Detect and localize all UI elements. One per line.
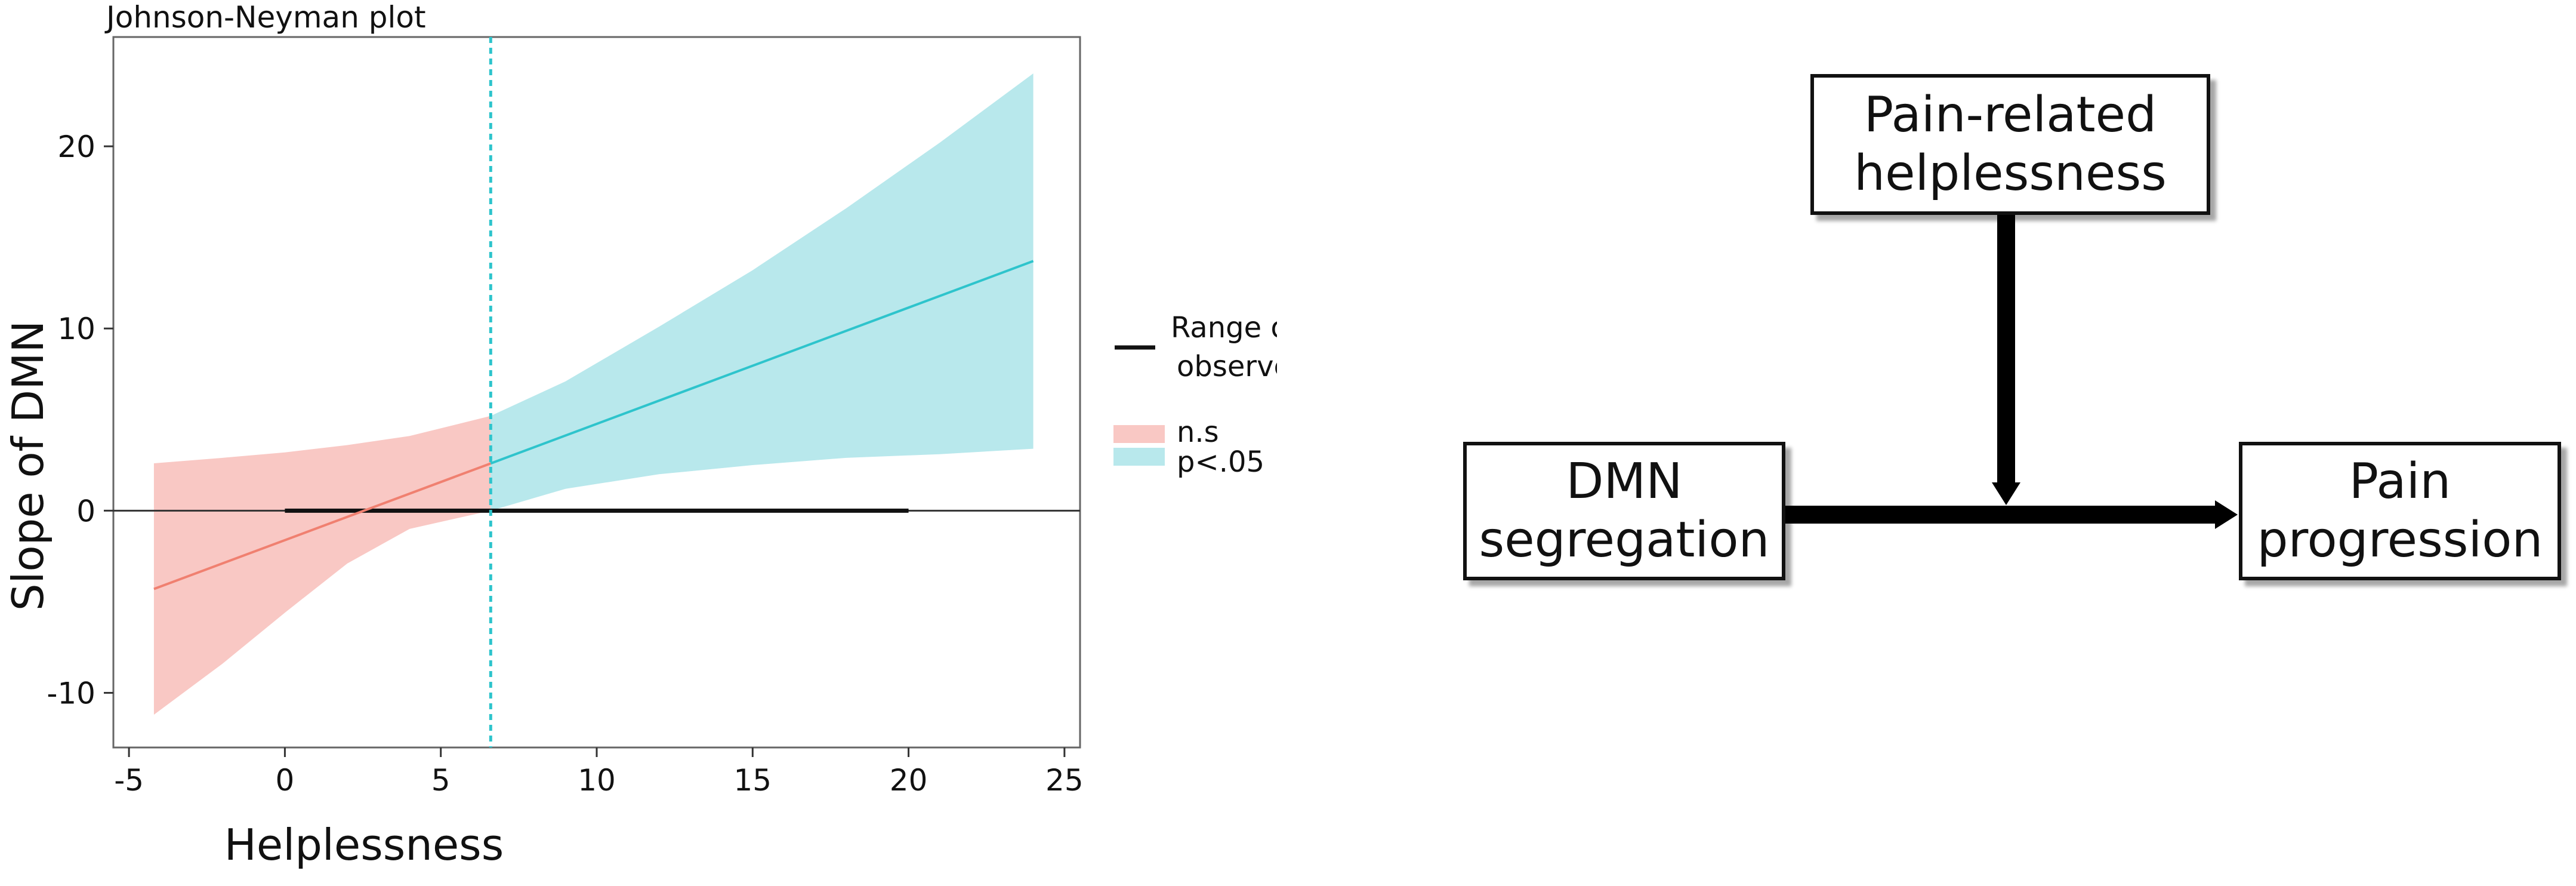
slope-line-ns [153,462,492,590]
y-tick-label: 0 [76,494,95,528]
slope-line-sig [490,260,1034,465]
moderator-box: Pain-related helplessness [1810,74,2210,215]
x-tick-label: 15 [733,763,772,798]
legend-range-label-1: Range of [1171,311,1277,344]
y-tick-label: 20 [57,130,95,164]
chart-title: Johnson-Neyman plot [104,0,426,35]
x-tick-label: 20 [890,763,928,798]
x-tick-label: -5 [114,763,144,798]
predictor-box: DMN segregation [1463,442,1785,580]
y-tick-label: -10 [47,676,95,710]
x-tick-label: 0 [276,763,295,798]
johnson-neyman-chart: -5 0 5 10 15 20 25 -10 0 10 20 Johnson-Neyman plot… [3,0,1277,870]
legend-sig-swatch [1113,448,1165,466]
y-tick-label: 10 [57,312,95,346]
ci-band-ns [153,416,491,715]
legend: Range of observed data n.s p<.05 [1113,311,1277,479]
legend-sig-label: p<.05 [1177,445,1264,479]
main-arrow-head [2215,500,2238,529]
y-axis-label: Slope of DMN [3,321,53,611]
moderator-arrow-head [1992,482,2020,505]
x-tick-label: 25 [1045,763,1084,798]
x-tick-label: 10 [578,763,616,798]
x-axis-label: Helplessness [224,820,504,870]
ci-band-sig [490,73,1034,511]
outcome-box: Pain progression [2239,442,2561,580]
legend-ns-label: n.s [1177,416,1219,449]
legend-range-label-2: observed data [1177,350,1277,383]
legend-ns-swatch [1113,425,1165,443]
x-tick-label: 5 [431,763,451,798]
